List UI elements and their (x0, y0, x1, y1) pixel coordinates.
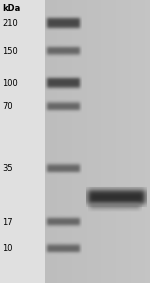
Text: 210: 210 (2, 19, 18, 28)
Text: 150: 150 (2, 47, 18, 56)
Text: 10: 10 (2, 244, 12, 253)
Text: 100: 100 (2, 79, 18, 88)
Text: 70: 70 (2, 102, 13, 111)
Text: 17: 17 (2, 218, 13, 227)
Text: 35: 35 (2, 164, 13, 173)
Text: kDa: kDa (2, 4, 20, 13)
